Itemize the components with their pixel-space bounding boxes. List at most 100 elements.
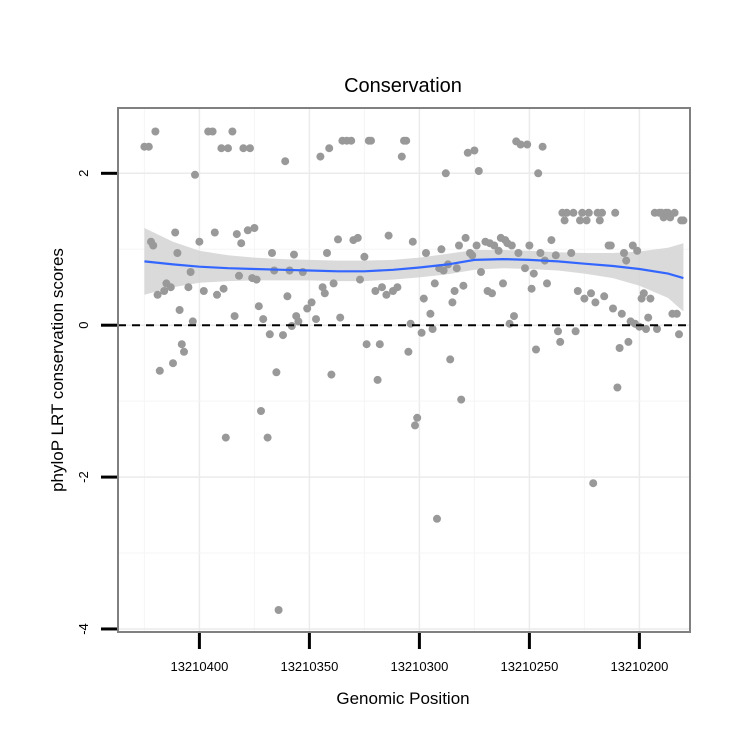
data-point <box>254 302 263 311</box>
data-point <box>406 319 415 328</box>
data-point <box>213 290 221 299</box>
data-point <box>334 235 342 244</box>
data-point <box>375 340 384 349</box>
y-tick-label: 0 <box>76 322 91 329</box>
data-point <box>624 337 633 346</box>
y-tick-label: 2 <box>76 170 91 177</box>
data-point <box>336 313 345 322</box>
data-point <box>562 208 571 217</box>
data-point <box>606 241 615 250</box>
data-point <box>455 241 463 250</box>
data-point <box>556 337 565 346</box>
data-point <box>426 309 435 318</box>
data-point <box>452 264 461 273</box>
data-point <box>362 340 371 349</box>
data-point <box>144 142 153 151</box>
data-point <box>230 312 239 321</box>
confidence-band <box>144 228 684 312</box>
data-point <box>587 289 595 298</box>
data-point <box>468 251 477 260</box>
data-point <box>353 233 362 242</box>
data-point <box>252 275 261 284</box>
data-point <box>312 315 320 324</box>
data-point <box>274 606 283 614</box>
data-point <box>283 292 292 301</box>
data-point <box>160 287 169 295</box>
data-point <box>470 146 479 155</box>
data-point <box>642 325 650 333</box>
y-tick-label: -2 <box>76 471 91 483</box>
data-point <box>598 208 606 217</box>
data-point <box>538 142 547 151</box>
data-point <box>408 237 417 246</box>
data-point <box>617 309 626 318</box>
data-point <box>525 241 534 250</box>
data-point <box>576 216 584 225</box>
data-point <box>573 287 582 295</box>
plot-panel-background <box>118 108 690 632</box>
x-axis: 13210400 13210350 13210300 13210250 13210200 <box>170 633 668 674</box>
data-point <box>290 250 298 259</box>
data-point <box>521 264 529 273</box>
data-point <box>188 317 197 326</box>
data-point <box>303 304 312 313</box>
data-point <box>221 433 230 442</box>
data-point <box>263 433 272 442</box>
data-point <box>514 249 523 257</box>
data-point <box>318 283 327 292</box>
data-point <box>246 144 254 153</box>
x-axis-label: Genomic Position <box>336 689 469 708</box>
data-point <box>433 514 441 523</box>
data-point <box>628 241 637 250</box>
data-point <box>294 317 303 326</box>
data-point <box>371 287 380 295</box>
data-point <box>494 246 503 255</box>
data-point <box>155 366 164 375</box>
data-point <box>173 249 182 257</box>
data-point <box>265 330 274 339</box>
data-point <box>543 279 551 288</box>
data-point <box>323 249 331 257</box>
data-point <box>461 233 470 242</box>
x-tick-label: 13210300 <box>390 659 448 674</box>
x-tick-label: 13210400 <box>170 659 228 674</box>
data-point <box>450 287 459 295</box>
data-point <box>413 413 422 422</box>
data-point <box>580 294 589 303</box>
data-point <box>195 237 204 246</box>
data-point <box>459 281 468 290</box>
data-point <box>463 148 472 157</box>
x-tick-label: 13210200 <box>610 659 668 674</box>
x-tick-label: 13210350 <box>280 659 338 674</box>
data-point <box>644 313 653 322</box>
data-points <box>140 127 688 614</box>
data-point <box>250 224 259 232</box>
data-point <box>259 315 268 324</box>
y-axis: -4 -2 0 2 <box>76 170 117 635</box>
data-point <box>279 331 287 340</box>
data-point <box>600 292 609 301</box>
data-point <box>367 136 375 145</box>
data-point <box>307 298 316 307</box>
data-point <box>679 216 688 225</box>
data-point <box>281 157 290 166</box>
data-point <box>393 283 402 292</box>
data-point <box>149 241 158 250</box>
y-tick-label: -4 <box>76 623 91 635</box>
data-point <box>554 327 562 336</box>
data-point <box>536 249 545 257</box>
data-point <box>582 216 591 225</box>
data-point <box>325 144 334 153</box>
data-point <box>615 344 624 352</box>
plot-panel-border <box>117 107 691 633</box>
data-point <box>268 249 276 257</box>
data-point <box>237 239 246 248</box>
data-point <box>186 268 195 276</box>
data-point <box>153 290 162 299</box>
smooth-line <box>144 257 684 280</box>
data-point <box>613 383 622 392</box>
data-point <box>622 256 631 265</box>
data-point <box>567 249 576 257</box>
data-point <box>437 245 446 254</box>
data-point <box>239 144 248 153</box>
